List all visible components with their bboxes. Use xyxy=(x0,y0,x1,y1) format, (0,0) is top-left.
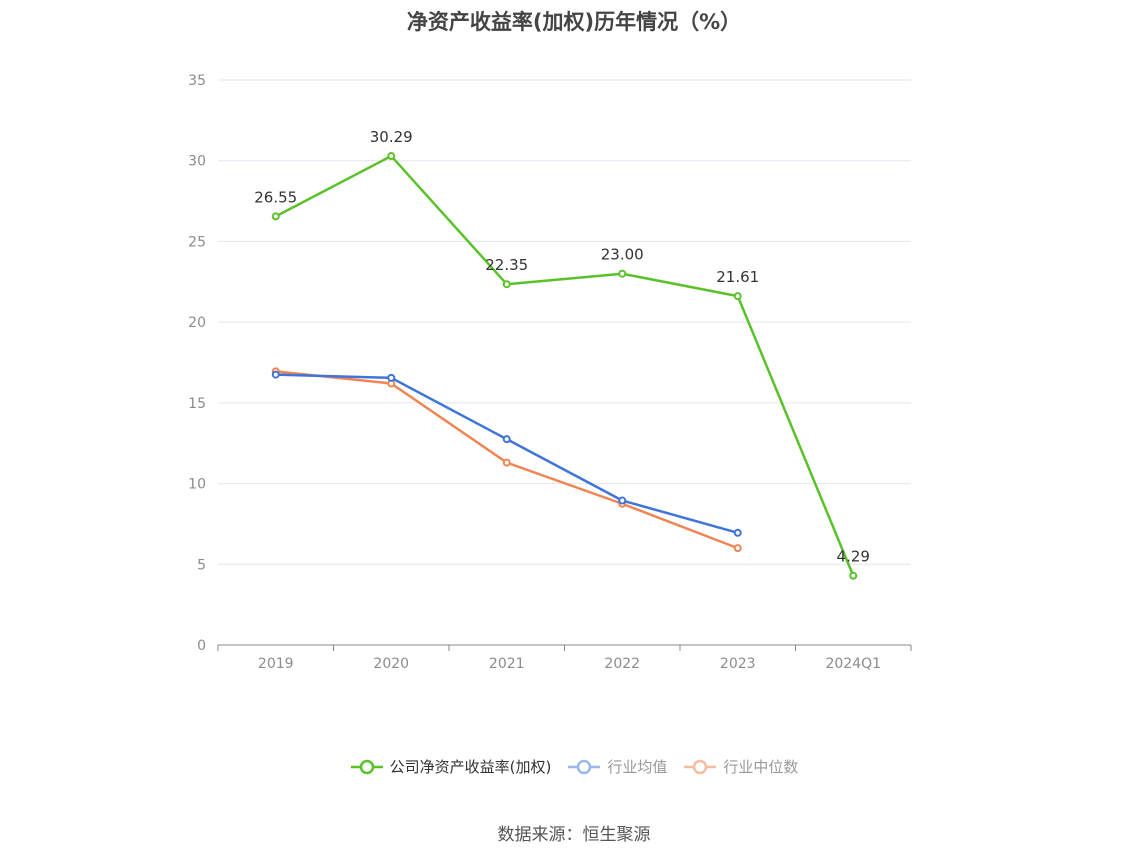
legend-item[interactable]: 公司净资产收益率(加权) xyxy=(350,756,552,777)
data-labels: 26.55 30.29 22.35 23.00 21.61 4.29 xyxy=(254,128,870,566)
legend-line-icon xyxy=(568,759,601,774)
series-2 xyxy=(271,367,742,553)
y-tick-label: 35 xyxy=(188,73,206,89)
legend-item[interactable]: 行业均值 xyxy=(567,756,667,777)
data-label: 26.55 xyxy=(254,188,297,206)
line-chart: 0 5 10 15 20 25 30 35 2019 2020 2021 2022 2023 2024Q… xyxy=(188,73,912,672)
x-tick-label: 2019 xyxy=(258,656,294,672)
data-label: 21.61 xyxy=(716,268,759,286)
data-point[interactable] xyxy=(733,544,742,553)
data-point[interactable] xyxy=(849,571,858,580)
y-tick-label: 15 xyxy=(188,396,206,412)
data-point[interactable] xyxy=(502,458,511,467)
data-point[interactable] xyxy=(387,152,396,161)
y-tick-label: 10 xyxy=(188,477,206,493)
legend-line-icon xyxy=(684,759,717,774)
x-tick-label: 2021 xyxy=(489,656,525,672)
grid-lines xyxy=(218,79,911,565)
data-point[interactable] xyxy=(271,212,280,221)
y-tick-label: 20 xyxy=(188,315,206,331)
data-label: 22.35 xyxy=(485,256,528,274)
series-1 xyxy=(271,370,742,537)
legend-line-icon xyxy=(350,759,383,774)
data-source: 数据来源：恒生聚源 xyxy=(497,825,651,845)
data-point[interactable] xyxy=(618,496,627,505)
data-label: 23.00 xyxy=(601,246,644,264)
y-axis: 0 5 10 15 20 25 30 35 xyxy=(188,73,206,654)
legend-label: 行业中位数 xyxy=(723,758,799,776)
data-point[interactable] xyxy=(502,280,511,289)
y-tick-label: 30 xyxy=(188,154,206,170)
data-label: 30.29 xyxy=(370,128,413,146)
y-tick-label: 5 xyxy=(197,557,206,573)
x-tick-label: 2020 xyxy=(373,656,409,672)
y-tick-label: 0 xyxy=(197,638,206,654)
series-layer xyxy=(271,152,858,580)
x-axis: 2019 2020 2021 2022 2023 2024Q1 xyxy=(217,644,912,672)
data-label: 4.29 xyxy=(837,548,870,566)
x-tick-label: 2023 xyxy=(720,656,756,672)
series-line xyxy=(274,373,739,535)
data-point[interactable] xyxy=(387,373,396,382)
x-tick-label: 2022 xyxy=(604,656,640,672)
legend: 公司净资产收益率(加权) 行业均值 行业中位数 xyxy=(0,756,1148,777)
data-point[interactable] xyxy=(618,269,627,278)
legend-item[interactable]: 行业中位数 xyxy=(683,756,798,777)
y-tick-label: 25 xyxy=(188,234,206,250)
legend-label: 公司净资产收益率(加权) xyxy=(389,758,552,776)
x-tick-label: 2024Q1 xyxy=(825,656,881,672)
data-point[interactable] xyxy=(733,292,742,301)
series-line xyxy=(274,154,855,577)
data-point[interactable] xyxy=(502,435,511,444)
data-point[interactable] xyxy=(733,528,742,537)
series-0 xyxy=(271,152,858,580)
legend-label: 行业均值 xyxy=(607,758,668,776)
data-point[interactable] xyxy=(271,370,280,379)
chart-title: 净资产收益率(加权)历年情况（%） xyxy=(406,10,742,34)
